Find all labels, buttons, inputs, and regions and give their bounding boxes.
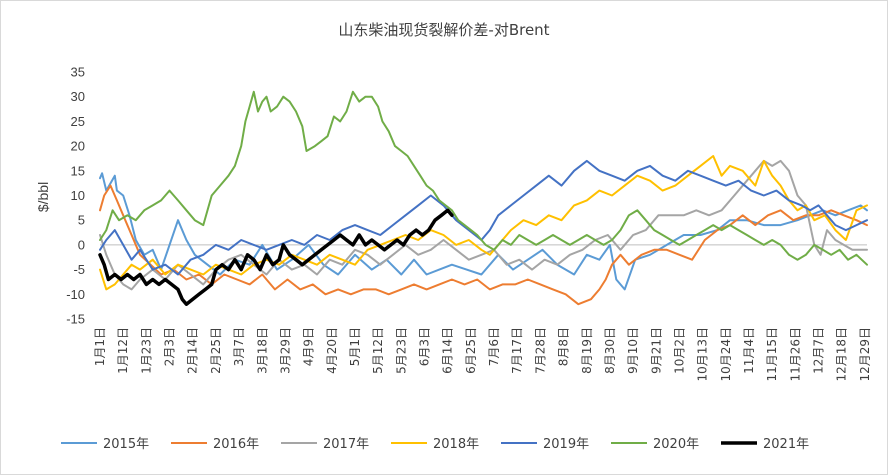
x-tick-label: 10月2日 (672, 327, 686, 374)
x-tick-label: 8月30日 (603, 327, 617, 374)
series-line-2020年 (99, 90, 868, 266)
x-tick-label: 7月17日 (510, 327, 524, 374)
legend-label: 2016年 (213, 437, 259, 452)
x-tick-label: 3月7日 (232, 327, 246, 366)
y-axis-label: $/bbl (35, 182, 51, 212)
x-tick-label: 2月3日 (163, 327, 177, 366)
y-tick-label: 20 (71, 139, 85, 154)
y-tick-label: -5 (73, 262, 85, 277)
x-tick-label: 7月6日 (487, 327, 501, 366)
x-tick-label: 10月24日 (719, 327, 733, 382)
y-axis-ticks: -15 -10 -5 0 5 10 15 20 25 30 35 (66, 65, 85, 327)
x-tick-label: 12月18日 (835, 327, 849, 382)
y-tick-label: 35 (71, 65, 85, 80)
x-tick-label: 6月3日 (418, 327, 432, 366)
y-tick-label: 0 (78, 237, 85, 252)
x-tick-label: 12月7日 (812, 327, 826, 374)
x-tick-label: 8月19日 (580, 327, 594, 374)
x-tick-label: 9月10日 (626, 327, 640, 374)
x-tick-label: 5月1日 (348, 327, 362, 366)
y-tick-label: 5 (78, 213, 85, 228)
series-line-2015年 (99, 172, 868, 291)
x-tick-label: 2月25日 (209, 327, 223, 374)
plot-area (98, 90, 868, 306)
legend-label: 2021年 (763, 437, 809, 452)
y-tick-label: 25 (71, 114, 85, 129)
x-tick-label: 9月21日 (649, 327, 663, 374)
y-tick-label: -10 (66, 287, 85, 302)
legend-label: 2020年 (653, 437, 699, 452)
y-tick-label: -15 (66, 312, 85, 327)
x-tick-label: 11月15日 (765, 327, 779, 382)
x-tick-label: 4月20日 (325, 327, 339, 374)
legend: 2015年 2016年 2017年 2018年 2019年 2020年 2021年 (61, 437, 809, 452)
x-tick-label: 6月25日 (464, 327, 478, 374)
x-tick-label: 3月18日 (255, 327, 269, 374)
x-tick-label: 1月1日 (93, 327, 107, 366)
x-axis-tick-labels: 1月1日 1月12日 1月23日 2月3日 2月14日 2月25日 3月7日 3月18日 3月2… (93, 327, 872, 382)
legend-label: 2019年 (543, 437, 589, 452)
series-line-2019年 (99, 159, 868, 276)
legend-label: 2018年 (433, 437, 479, 452)
x-tick-label: 2月14日 (186, 327, 200, 374)
series-line-2021年 (98, 208, 454, 306)
x-tick-label: 11月26日 (788, 327, 802, 382)
legend-label: 2017年 (323, 437, 369, 452)
x-tick-label: 4月9日 (302, 327, 316, 366)
legend-label: 2015年 (103, 437, 149, 452)
y-tick-label: 30 (71, 89, 85, 104)
x-tick-label: 7月28日 (533, 327, 547, 374)
x-tick-label: 1月12日 (116, 327, 130, 374)
x-tick-label: 5月12日 (371, 327, 385, 374)
x-tick-label: 3月29日 (278, 327, 292, 374)
x-tick-label: 8月8日 (557, 327, 571, 366)
y-tick-label: 15 (71, 163, 85, 178)
y-tick-label: 10 (71, 188, 85, 203)
x-tick-label: 11月4日 (742, 327, 756, 374)
x-tick-label: 5月23日 (394, 327, 408, 374)
x-tick-label: 1月23日 (139, 327, 153, 374)
x-tick-label: 6月14日 (441, 327, 455, 374)
x-tick-label: 12月29日 (858, 327, 872, 382)
x-tick-label: 10月13日 (696, 327, 710, 382)
chart-title: 山东柴油现货裂解价差-对Brent (338, 21, 549, 39)
